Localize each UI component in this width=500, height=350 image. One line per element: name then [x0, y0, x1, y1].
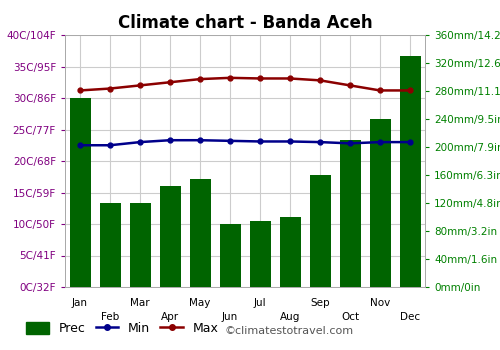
Bar — [190, 178, 210, 287]
Bar — [130, 203, 150, 287]
Title: Climate chart - Banda Aceh: Climate chart - Banda Aceh — [118, 14, 372, 32]
Text: Jun: Jun — [222, 312, 238, 322]
Text: May: May — [190, 298, 210, 308]
Text: ©climatestotravel.com: ©climatestotravel.com — [225, 326, 354, 336]
Text: Jan: Jan — [72, 298, 88, 308]
Text: Mar: Mar — [130, 298, 150, 308]
Bar — [280, 217, 300, 287]
Text: Dec: Dec — [400, 312, 420, 322]
Bar — [250, 220, 270, 287]
Text: Oct: Oct — [341, 312, 359, 322]
Legend: Prec, Min, Max: Prec, Min, Max — [21, 317, 224, 340]
Text: Feb: Feb — [101, 312, 119, 322]
Bar — [340, 140, 360, 287]
Bar — [160, 186, 180, 287]
Text: Aug: Aug — [280, 312, 300, 322]
Bar — [310, 175, 330, 287]
Text: Apr: Apr — [161, 312, 179, 322]
Bar — [220, 224, 240, 287]
Bar — [100, 203, 120, 287]
Bar — [400, 56, 420, 287]
Bar — [70, 98, 90, 287]
Text: Sep: Sep — [310, 298, 330, 308]
Bar — [370, 119, 390, 287]
Text: Jul: Jul — [254, 298, 266, 308]
Text: Nov: Nov — [370, 298, 390, 308]
